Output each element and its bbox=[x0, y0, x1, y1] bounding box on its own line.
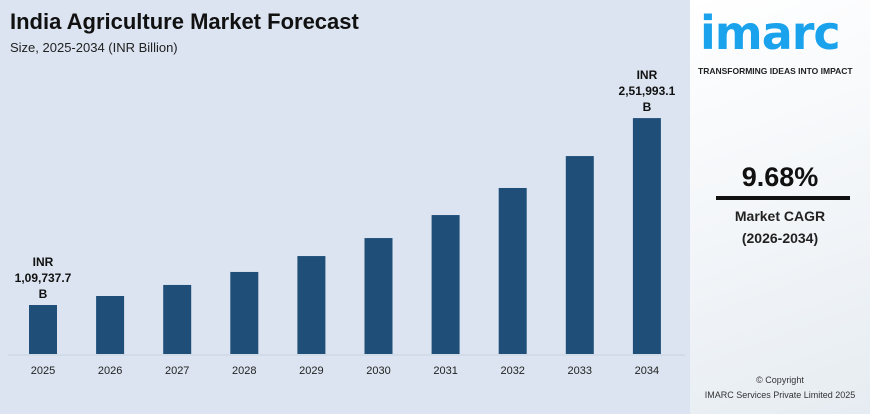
cagr-divider bbox=[716, 196, 850, 200]
x-tick-label: 2034 bbox=[635, 365, 659, 377]
x-tick-label: 2028 bbox=[232, 365, 256, 377]
data-label: B bbox=[39, 287, 48, 301]
imarc-logo: imarc bbox=[700, 6, 841, 60]
bar-2032 bbox=[498, 187, 527, 354]
x-tick-label: 2026 bbox=[98, 365, 122, 377]
bar-chart: 2025 INR 1,09,737.7 B 2026 2027 2028 2029 2030 20… bbox=[8, 68, 685, 377]
sidebar: imarc TRANSFORMING IDEAS INTO IMPACT 9.6… bbox=[690, 0, 870, 414]
x-tick-label: 2025 bbox=[31, 365, 55, 377]
bar-2028 bbox=[230, 271, 259, 354]
bar-2029 bbox=[297, 256, 326, 354]
data-label: INR bbox=[33, 255, 54, 269]
bar-2030 bbox=[364, 238, 393, 354]
bar-2033 bbox=[565, 156, 594, 354]
x-tick-label: 2027 bbox=[165, 365, 189, 377]
cagr-value: 9.68% bbox=[741, 162, 819, 192]
logo-tagline: TRANSFORMING IDEAS INTO IMPACT bbox=[698, 66, 853, 76]
cagr-label: Market CAGR bbox=[734, 208, 826, 224]
data-label: 1,09,737.7 bbox=[15, 271, 72, 285]
x-tick-label: 2032 bbox=[500, 365, 524, 377]
x-tick-label: 2030 bbox=[366, 365, 390, 377]
bar-2026 bbox=[96, 295, 125, 354]
cagr-period: (2026-2034) bbox=[741, 230, 819, 246]
x-tick-label: 2033 bbox=[568, 365, 592, 377]
bar-2031 bbox=[431, 215, 460, 354]
data-label: INR bbox=[637, 68, 658, 82]
copyright-company: IMARC Services Private Limited 2025 bbox=[704, 390, 856, 400]
bar-2034 bbox=[632, 118, 661, 354]
bar-2027 bbox=[163, 284, 192, 354]
x-tick-label: 2029 bbox=[299, 365, 323, 377]
bar-2025 bbox=[29, 305, 57, 354]
chart-title: India Agriculture Market Forecast bbox=[10, 9, 359, 34]
data-label: B bbox=[643, 100, 652, 114]
data-label: 2,51,993.1 bbox=[619, 84, 676, 98]
chart-subtitle: Size, 2025-2034 (INR Billion) bbox=[10, 40, 178, 55]
chart-area: India Agriculture Market Forecast Size, … bbox=[8, 9, 685, 377]
x-tick-label: 2031 bbox=[433, 365, 457, 377]
copyright: © Copyright bbox=[756, 375, 804, 385]
